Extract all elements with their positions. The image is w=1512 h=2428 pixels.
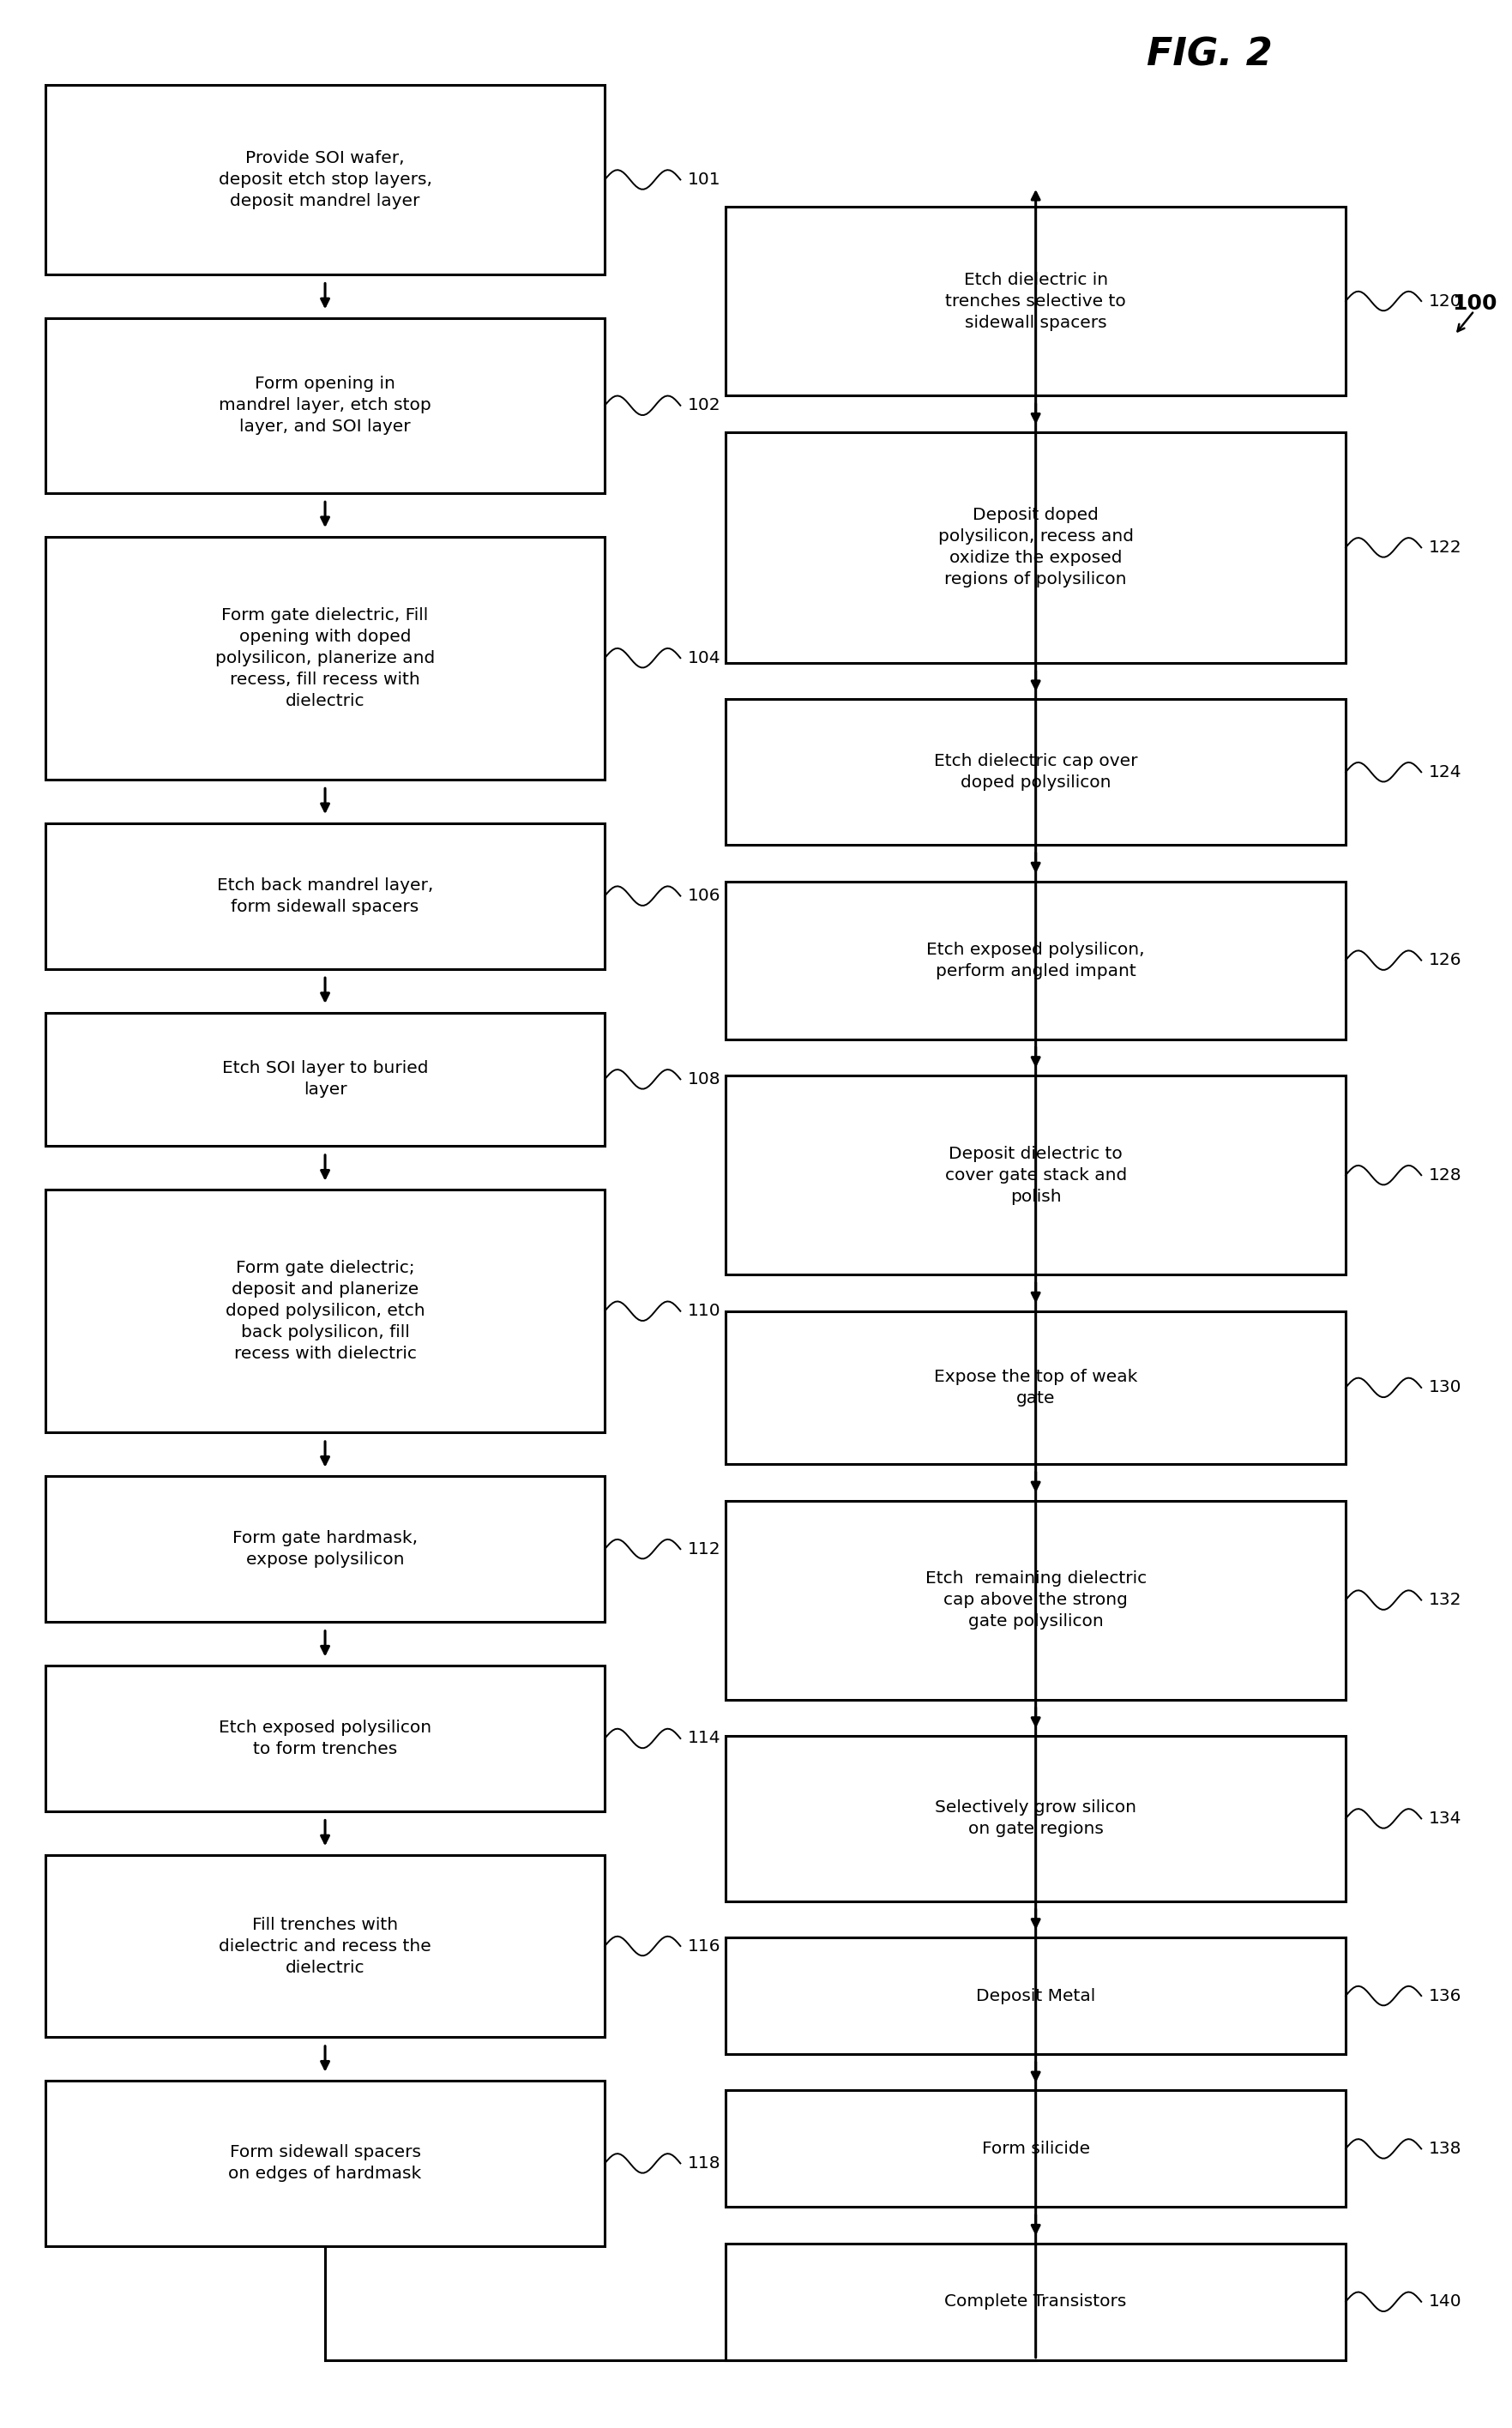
Text: Deposit Metal: Deposit Metal bbox=[977, 1989, 1095, 2003]
Text: 104: 104 bbox=[688, 651, 721, 665]
FancyBboxPatch shape bbox=[45, 537, 605, 779]
Text: 128: 128 bbox=[1429, 1168, 1462, 1182]
FancyBboxPatch shape bbox=[726, 432, 1346, 663]
FancyBboxPatch shape bbox=[45, 823, 605, 969]
Text: 108: 108 bbox=[688, 1071, 721, 1088]
Text: 140: 140 bbox=[1429, 2294, 1462, 2309]
FancyBboxPatch shape bbox=[45, 1476, 605, 1622]
Text: Etch dielectric cap over
doped polysilicon: Etch dielectric cap over doped polysilic… bbox=[934, 753, 1137, 792]
Text: 126: 126 bbox=[1429, 952, 1462, 969]
FancyBboxPatch shape bbox=[45, 318, 605, 493]
Text: Fill trenches with
dielectric and recess the
dielectric: Fill trenches with dielectric and recess… bbox=[219, 1916, 431, 1976]
Text: Selectively grow silicon
on gate regions: Selectively grow silicon on gate regions bbox=[934, 1799, 1137, 1838]
Text: 106: 106 bbox=[688, 889, 721, 903]
Text: 132: 132 bbox=[1429, 1593, 1462, 1607]
FancyBboxPatch shape bbox=[726, 206, 1346, 396]
FancyBboxPatch shape bbox=[45, 1855, 605, 2037]
Text: Form gate dielectric;
deposit and planerize
doped polysilicon, etch
back polysil: Form gate dielectric; deposit and planer… bbox=[225, 1260, 425, 1362]
FancyBboxPatch shape bbox=[726, 1736, 1346, 1901]
Text: 118: 118 bbox=[688, 2156, 721, 2171]
Text: 124: 124 bbox=[1429, 765, 1462, 779]
Text: Etch exposed polysilicon
to form trenches: Etch exposed polysilicon to form trenche… bbox=[219, 1719, 431, 1758]
FancyBboxPatch shape bbox=[726, 1938, 1346, 2054]
Text: 114: 114 bbox=[688, 1731, 721, 1746]
Text: 112: 112 bbox=[688, 1542, 721, 1556]
FancyBboxPatch shape bbox=[726, 1501, 1346, 1700]
Text: 116: 116 bbox=[688, 1938, 721, 1955]
Text: 136: 136 bbox=[1429, 1989, 1462, 2003]
Text: Form sidewall spacers
on edges of hardmask: Form sidewall spacers on edges of hardma… bbox=[228, 2144, 422, 2183]
FancyBboxPatch shape bbox=[45, 85, 605, 274]
FancyBboxPatch shape bbox=[726, 881, 1346, 1039]
Text: 100: 100 bbox=[1452, 294, 1497, 313]
Text: 102: 102 bbox=[688, 398, 721, 413]
Text: Etch exposed polysilicon,
perform angled impant: Etch exposed polysilicon, perform angled… bbox=[927, 942, 1145, 978]
Text: FIG. 2: FIG. 2 bbox=[1146, 36, 1273, 73]
Text: Form gate hardmask,
expose polysilicon: Form gate hardmask, expose polysilicon bbox=[233, 1530, 417, 1568]
Text: Complete Transistors: Complete Transistors bbox=[945, 2294, 1126, 2309]
Text: 101: 101 bbox=[688, 172, 721, 187]
Text: Form opening in
mandrel layer, etch stop
layer, and SOI layer: Form opening in mandrel layer, etch stop… bbox=[219, 376, 431, 435]
FancyBboxPatch shape bbox=[726, 1311, 1346, 1464]
FancyBboxPatch shape bbox=[45, 1666, 605, 1811]
Text: Etch  remaining dielectric
cap above the strong
gate polysilicon: Etch remaining dielectric cap above the … bbox=[925, 1571, 1146, 1629]
FancyBboxPatch shape bbox=[726, 699, 1346, 845]
Text: Etch dielectric in
trenches selective to
sidewall spacers: Etch dielectric in trenches selective to… bbox=[945, 272, 1126, 330]
Text: Etch SOI layer to buried
layer: Etch SOI layer to buried layer bbox=[222, 1061, 428, 1097]
Text: Form gate dielectric, Fill
opening with doped
polysilicon, planerize and
recess,: Form gate dielectric, Fill opening with … bbox=[215, 607, 435, 709]
FancyBboxPatch shape bbox=[45, 1012, 605, 1146]
Text: Deposit dielectric to
cover gate stack and
polish: Deposit dielectric to cover gate stack a… bbox=[945, 1146, 1126, 1204]
FancyBboxPatch shape bbox=[45, 2081, 605, 2246]
FancyBboxPatch shape bbox=[726, 2243, 1346, 2360]
Text: Form silicide: Form silicide bbox=[981, 2141, 1090, 2156]
Text: 130: 130 bbox=[1429, 1379, 1462, 1396]
Text: Etch back mandrel layer,
form sidewall spacers: Etch back mandrel layer, form sidewall s… bbox=[216, 877, 434, 915]
Text: Provide SOI wafer,
deposit etch stop layers,
deposit mandrel layer: Provide SOI wafer, deposit etch stop lay… bbox=[218, 151, 432, 209]
FancyBboxPatch shape bbox=[726, 2091, 1346, 2207]
Text: 120: 120 bbox=[1429, 294, 1462, 308]
FancyBboxPatch shape bbox=[726, 1076, 1346, 1275]
Text: 122: 122 bbox=[1429, 539, 1462, 556]
Text: Deposit doped
polysilicon, recess and
oxidize the exposed
regions of polysilicon: Deposit doped polysilicon, recess and ox… bbox=[937, 507, 1134, 588]
Text: 134: 134 bbox=[1429, 1811, 1462, 1826]
Text: Expose the top of weak
gate: Expose the top of weak gate bbox=[934, 1369, 1137, 1406]
Text: 110: 110 bbox=[688, 1304, 721, 1318]
Text: 138: 138 bbox=[1429, 2141, 1462, 2156]
FancyBboxPatch shape bbox=[45, 1190, 605, 1433]
